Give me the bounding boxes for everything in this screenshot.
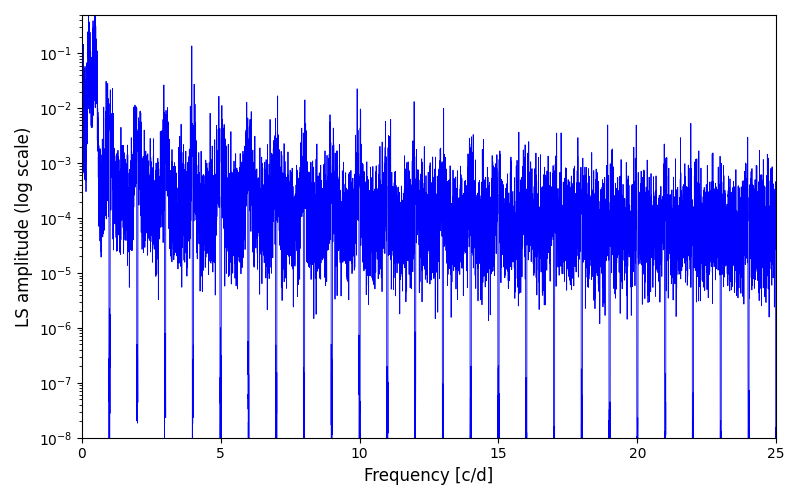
X-axis label: Frequency [c/d]: Frequency [c/d] xyxy=(364,467,494,485)
Y-axis label: LS amplitude (log scale): LS amplitude (log scale) xyxy=(15,126,33,326)
